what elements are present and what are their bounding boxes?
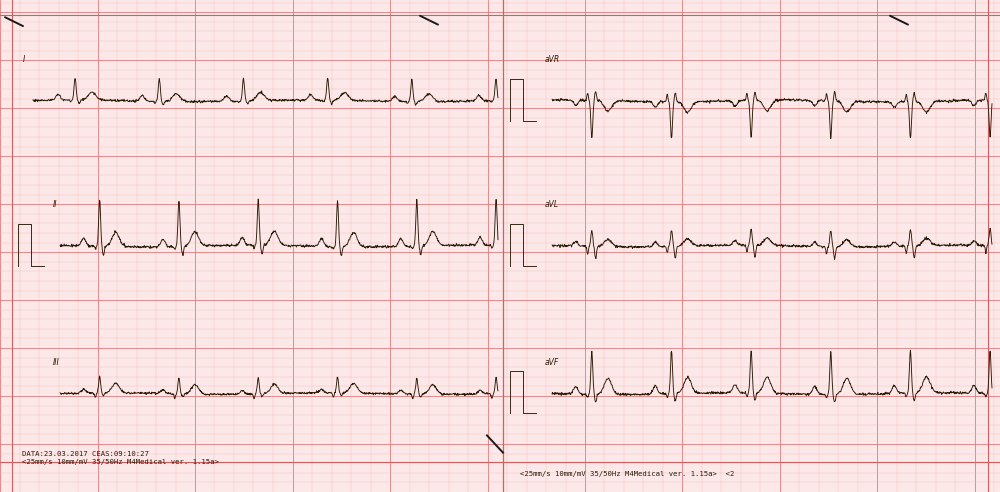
Text: II: II [53, 200, 58, 209]
Text: aVR: aVR [545, 55, 560, 64]
Text: DATA:23.03.2017 CEAS:09:10:27
<25mm/s 10mm/mV 35/50Hz M4Medical ver. 1.15a>: DATA:23.03.2017 CEAS:09:10:27 <25mm/s 10… [22, 451, 219, 465]
Text: III: III [53, 358, 60, 367]
Text: <25mm/s 10mm/mV 35/50Hz M4Medical ver. 1.15a>  <2: <25mm/s 10mm/mV 35/50Hz M4Medical ver. 1… [520, 471, 734, 477]
Text: aVL: aVL [545, 200, 559, 209]
Text: I: I [23, 55, 25, 64]
Text: aVF: aVF [545, 358, 559, 367]
